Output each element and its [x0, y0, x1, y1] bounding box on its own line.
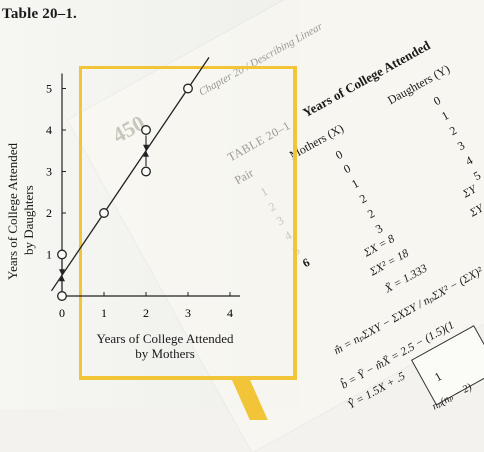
data-point [183, 83, 193, 94]
data-point [99, 208, 109, 218]
residual-arrow-head [59, 275, 65, 282]
y-tick-label: 1 [46, 248, 52, 262]
y-axis-label-line2: by Daughters [21, 185, 36, 255]
x-tick-label: 3 [185, 306, 191, 320]
x-axis-label-line1: Years of College Attended [96, 331, 234, 346]
data-point [141, 166, 151, 177]
data-point [57, 249, 67, 260]
regression-line [50, 57, 210, 292]
y-tick-label: 3 [46, 165, 52, 179]
y-tick-label: 5 [46, 82, 52, 96]
x-tick-label: 0 [59, 306, 65, 320]
figure-label: Table 20–1. [2, 6, 77, 22]
x-tick-label: 2 [143, 306, 149, 320]
y-tick-label: 2 [46, 206, 52, 220]
x-tick-label: 1 [101, 306, 107, 320]
x-axis-label-line2: by Mothers [135, 346, 195, 361]
y-axis-label-line1: Years of College Attended [5, 143, 20, 280]
scatter-chart: 0 1 2 3 4 1 2 3 4 5 [46, 57, 240, 320]
residual-arrow-head [143, 150, 149, 157]
data-point [141, 125, 151, 135]
data-point [57, 291, 67, 301]
y-tick-label: 4 [46, 123, 52, 137]
x-tick-label: 4 [227, 306, 233, 320]
